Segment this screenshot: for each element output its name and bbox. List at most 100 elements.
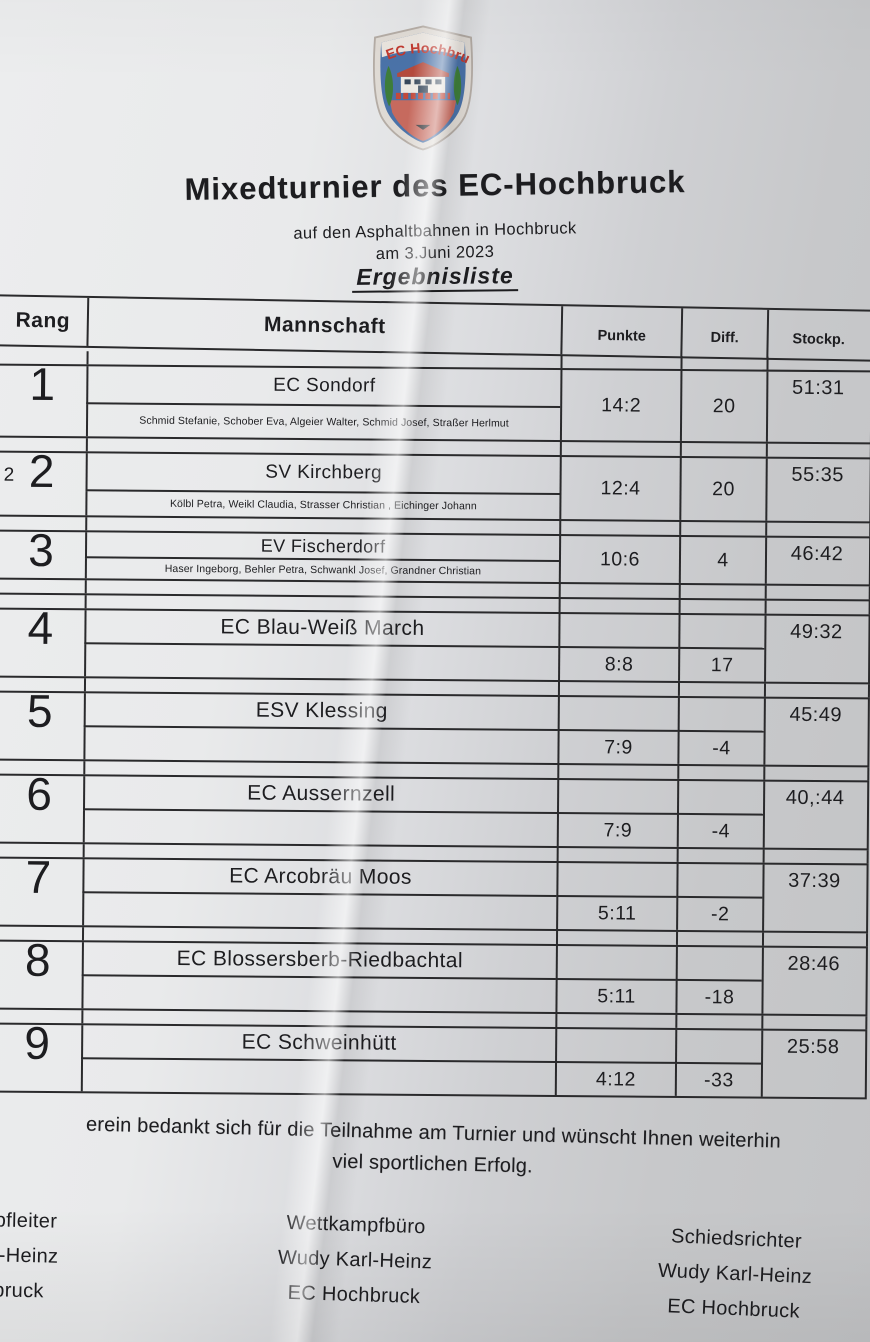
stockp-cell: 28:46 (761, 947, 864, 1015)
rank-value: 9 (24, 1016, 51, 1069)
team-name-cell: EC Aussernzell (82, 776, 558, 814)
stockp-cell: 37:39 (762, 864, 865, 932)
diff-cell: 17 (678, 648, 765, 682)
team-name: EC Arcobräu Moos (229, 864, 412, 889)
punkte-top-cell (557, 696, 678, 732)
stockp-value: 28:46 (787, 952, 841, 976)
punkte-cell: 12:4 (559, 456, 680, 520)
table-row: 2 2 SV Kirchberg Kölbl Petra, Weikl Claudia… (0, 445, 870, 524)
diff-value: 20 (712, 394, 736, 417)
signature-block-schiedsrichter: Schiedsrichter Wudy Karl-Heinz EC Hochbr… (583, 1216, 870, 1333)
spacer-cell (676, 848, 763, 863)
club-crest-logo: EC Hochbruck (360, 24, 474, 151)
diff-cell: 20 (679, 370, 767, 442)
diff-value: -4 (712, 736, 731, 759)
punkte-value: 7:9 (603, 818, 633, 842)
spacer-cell (555, 930, 677, 945)
stockp-value: 25:58 (786, 1035, 840, 1059)
table-row: 1 EC Sondorf Schmid Stefanie, Schober Eva,… (0, 358, 870, 445)
rank-cell: 1 (0, 358, 86, 437)
spacer-cell (0, 580, 85, 594)
table-row: 8 EC Blossersberb-Riedbachtal 5:11 -18 28:46 (0, 934, 868, 1017)
team-name-cell: EC Blau-Weiß March (84, 610, 559, 648)
diff-cell: -18 (675, 980, 762, 1014)
spacer-cell (559, 520, 680, 535)
punkte-value: 14:2 (601, 393, 642, 417)
table-row: 9 EC Schweinhütt 4:12 -33 25:58 (0, 1017, 868, 1100)
punkte-cell: 14:2 (559, 369, 681, 441)
punkte-cell: 5:11 (556, 896, 677, 930)
spacer-cell (677, 765, 764, 780)
team-name-cell: EC Blossersberb-Riedbachtal (81, 942, 556, 980)
punkte-cell: 10:6 (558, 535, 680, 583)
rank-value: 3 (28, 523, 55, 577)
team-name: EC Blau-Weiß March (220, 615, 425, 640)
team-players-cell (80, 1059, 556, 1095)
team-name: EC Schweinhütt (241, 1030, 397, 1055)
signature-line: pfleiter (0, 1209, 58, 1233)
rank-prefix-label: 2 (3, 464, 15, 486)
spacer-cell (557, 681, 679, 696)
punkte-value: 12:4 (600, 476, 641, 500)
rank-cell: 4 (0, 602, 85, 677)
team-name-cell: EC Schweinhütt (81, 1025, 556, 1063)
punkte-top-cell (555, 945, 676, 981)
team-name-cell: EC Sondorf (86, 366, 561, 408)
team-name-cell: EV Fischerdorf (84, 532, 560, 562)
diff-top-cell (677, 697, 764, 733)
team-name-cell: ESV Klessing (83, 693, 558, 731)
diff-value: 4 (717, 548, 729, 571)
stockp-cell: 55:35 (765, 458, 868, 522)
signature-block-wettkampfleiter: pfleiter l-Heinz bruck (0, 1203, 59, 1309)
team-name: EC Sondorf (273, 374, 376, 397)
column-header-punkte: Punkte (560, 306, 682, 357)
punkte-value: 5:11 (597, 984, 636, 1008)
spacer-cell (677, 682, 765, 697)
rank-cell: 8 (0, 934, 82, 1009)
team-players-cell (81, 976, 556, 1012)
table-row: 7 EC Arcobräu Moos 5:11 -2 37:39 (0, 851, 869, 934)
spacer-cell (559, 441, 680, 456)
results-table-body: 1 EC Sondorf Schmid Stefanie, Schober Eva,… (0, 350, 870, 1100)
spacer-cell (678, 599, 765, 614)
team-players-cell (82, 810, 557, 846)
diff-top-cell (678, 614, 765, 650)
stockp-cell: 25:58 (760, 1030, 864, 1098)
stockp-value: 55:35 (791, 463, 845, 487)
rank-value: 7 (25, 850, 52, 904)
team-players-cell: Kölbl Petra, Weikl Claudia, Strasser Chr… (85, 491, 560, 519)
spacer-cell (558, 583, 679, 598)
stockp-cell: 45:49 (763, 698, 866, 766)
rank-cell: 7 (0, 851, 83, 926)
punkte-value: 8:8 (604, 652, 634, 676)
punkte-cell: 5:11 (555, 979, 676, 1013)
diff-value: -2 (710, 902, 730, 925)
column-header-diff: Diff. (680, 308, 768, 358)
table-row: 4 EC Blau-Weiß March 8:8 17 49:32 (0, 602, 870, 685)
rank-value: 1 (29, 357, 56, 411)
rank-cell: 5 (0, 685, 84, 760)
team-players-cell: Schmid Stefanie, Schober Eva, Algeier Wa… (85, 404, 561, 440)
team-players-cell (82, 893, 557, 929)
stockp-value: 45:49 (789, 703, 843, 727)
diff-cell: -4 (677, 731, 764, 765)
diff-value: -33 (703, 1068, 734, 1091)
team-name: EC Aussernzell (247, 781, 396, 806)
spacer-cell (678, 584, 765, 599)
stockp-cell: 40,:44 (762, 781, 866, 849)
team-players-cell (83, 727, 558, 763)
team-name: ESV Klessing (255, 698, 388, 723)
rank-value: 8 (24, 933, 51, 987)
results-table: Rang Mannschaft Punkte Diff. Stockp. 1 EC… (0, 294, 870, 1100)
punkte-top-cell (558, 613, 679, 649)
column-header-rang: Rang (15, 308, 71, 333)
rank-cell: 9 (0, 1017, 81, 1092)
punkte-value: 5:11 (597, 901, 637, 925)
punkte-cell: 4:12 (554, 1062, 676, 1096)
team-name-cell: SV Kirchberg (85, 453, 560, 495)
stockp-value: 40,:44 (785, 786, 845, 810)
diff-top-cell (676, 780, 764, 816)
team-name-cell: EC Arcobräu Moos (82, 859, 557, 897)
